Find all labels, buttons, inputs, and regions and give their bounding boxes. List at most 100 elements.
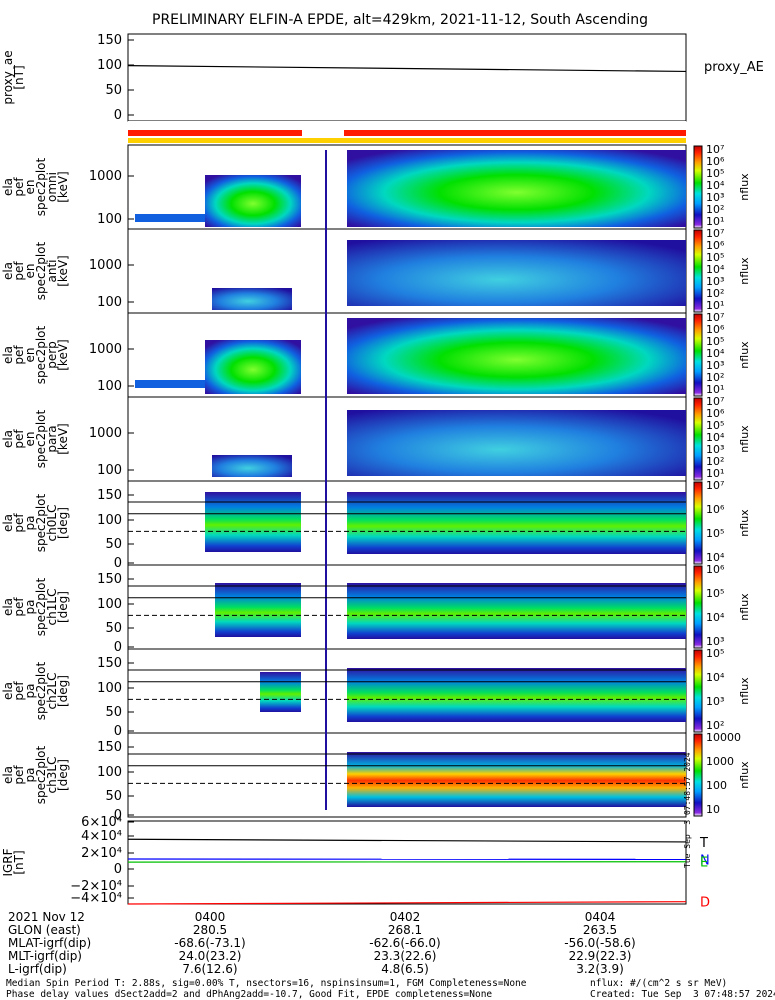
spec-omni-right xyxy=(347,150,686,227)
ylabel-pef_spec2plot_para: pef xyxy=(12,429,26,449)
colorbar-tick-pef_pa_ch0LC: 10⁶ xyxy=(706,503,725,516)
ylabel-igrf: [nT] xyxy=(12,850,26,874)
axis-row-value: 263.5 xyxy=(582,923,618,937)
colorbar-tick-pef_spec2plot_para: 10⁶ xyxy=(706,407,725,420)
spec-omni-left xyxy=(205,175,301,227)
footer-units: nflux: #/(cm^2 s sr MeV) xyxy=(590,978,728,989)
series-line-proxy_ae-0 xyxy=(127,65,687,73)
colorbar-label-pef_spec2plot_perp: nflux xyxy=(738,341,751,369)
colorbar-pef_spec2plot_omni xyxy=(693,145,703,229)
ylabel-pef_pa_ch1LC: [deg] xyxy=(56,591,70,623)
ylabel-pef_spec2plot_omni: pef xyxy=(12,177,26,197)
spec-ch2-left xyxy=(260,672,301,712)
ylabel-pef_pa_ch1LC: pa xyxy=(23,600,37,615)
ylabel-pef_pa_ch1LC: spec2plot xyxy=(34,577,48,636)
ytick-label-igrf: 6×10⁴ xyxy=(81,815,122,830)
ylabel-pef_pa_ch0LC: spec2plot xyxy=(34,493,48,552)
ytick-label-proxy_ae: 150 xyxy=(97,33,122,48)
ylabel-pef_pa_ch0LC: ch0LC xyxy=(45,505,59,542)
coverage-yellow-bar xyxy=(128,138,686,143)
ytick-label-pef_pa_ch3LC: 150 xyxy=(97,740,122,755)
ytick-label-igrf: 0 xyxy=(114,862,122,877)
ytick-label-pef_spec2plot_anti: 1000 xyxy=(89,258,122,273)
ylabel-pef_pa_ch2LC: ch2LC xyxy=(45,673,59,710)
ytick-label-igrf: −2×10⁴ xyxy=(70,879,122,894)
axis-row-value: 0402 xyxy=(389,910,421,924)
colorbar-tick-pef_spec2plot_perp: 10⁴ xyxy=(706,347,725,360)
axis-row-value: 7.6(12.6) xyxy=(182,962,238,976)
ylabel-pef_spec2plot_anti: ela xyxy=(1,262,15,280)
coverage-blue-row xyxy=(128,121,686,126)
axis-row-value: 4.8(6.5) xyxy=(381,962,429,976)
proxy-ae-legend: proxy_AE xyxy=(704,60,764,75)
ylabel-pef_spec2plot_perp: spec2plot xyxy=(34,325,48,384)
ylabel-pef_spec2plot_omni: en xyxy=(23,180,37,195)
ytick-label-proxy_ae: 0 xyxy=(114,108,122,123)
coverage-bars xyxy=(128,121,686,143)
spec-anti-left xyxy=(212,288,292,310)
colorbar-tick-pef_spec2plot_perp: 10¹ xyxy=(706,383,724,396)
colorbar-label-pef_spec2plot_anti: nflux xyxy=(738,257,751,285)
ylabel-pef_spec2plot_perp: en xyxy=(23,348,37,363)
colorbar-tick-pef_pa_ch2LC: 10⁵ xyxy=(706,647,724,660)
ytick-label-pef_spec2plot_omni: 1000 xyxy=(89,169,122,184)
colorbar-tick-pef_spec2plot_para: 10³ xyxy=(706,443,724,456)
panel-frame-igrf xyxy=(127,820,687,905)
colorbar-tick-pef_spec2plot_omni: 10⁶ xyxy=(706,155,725,168)
chart-title: PRELIMINARY ELFIN-A EPDE, alt=429km, 202… xyxy=(152,12,648,28)
colorbar-tick-pef_spec2plot_perp: 10⁶ xyxy=(706,323,725,336)
footer-line-2: Phase delay values dSect2add=2 and dPhAn… xyxy=(6,989,493,1000)
ylabel-pef_pa_ch0LC: pa xyxy=(23,516,37,531)
spec-perp-left xyxy=(205,340,301,394)
colorbar-label-pef_pa_ch1LC: nflux xyxy=(738,593,751,621)
colorbar-pef_spec2plot_perp xyxy=(693,313,703,397)
colorbar-tick-pef_spec2plot_perp: 10⁷ xyxy=(706,311,724,324)
ytick-label-pef_pa_ch1LC: 50 xyxy=(105,621,122,636)
spectrogram-fills xyxy=(135,150,686,810)
spec-ch2-right xyxy=(347,668,686,722)
ylabel-pef_pa_ch3LC: pa xyxy=(23,768,37,783)
ylabel-pef_pa_ch2LC: pef xyxy=(12,681,26,701)
colorbar-tick-pef_spec2plot_omni: 10⁵ xyxy=(706,167,724,180)
axis-row-value: 24.0(23.2) xyxy=(178,949,242,963)
ytick-label-proxy_ae: 50 xyxy=(105,83,122,98)
colorbar-tick-pef_spec2plot_anti: 10¹ xyxy=(706,299,724,312)
spec-ch1-right xyxy=(347,583,686,639)
colorbar-tick-pef_pa_ch2LC: 10² xyxy=(706,719,724,732)
ylabel-pef_spec2plot_para: en xyxy=(23,432,37,447)
ylabel-igrf: IGRF xyxy=(1,848,15,876)
ytick-label-pef_spec2plot_para: 1000 xyxy=(89,426,122,441)
ylabel-pef_pa_ch2LC: [deg] xyxy=(56,675,70,707)
axis-row-label: MLT-igrf(dip) xyxy=(8,949,82,963)
spec-perp-left-low xyxy=(135,380,205,388)
axis-row-value: 0400 xyxy=(194,910,226,924)
ylabel-pef_spec2plot_anti: pef xyxy=(12,261,26,281)
series-label-D: D xyxy=(700,896,710,911)
spec-perp-right xyxy=(347,318,686,394)
ylabel-pef_pa_ch3LC: spec2plot xyxy=(34,745,48,804)
side-stamp: Tue Sep 3 07:48:57 2024 xyxy=(683,752,692,868)
ylabel-pef_spec2plot_para: spec2plot xyxy=(34,409,48,468)
colorbar-label-pef_spec2plot_para: nflux xyxy=(738,425,751,453)
colorbar-tick-pef_spec2plot_para: 10⁴ xyxy=(706,431,725,444)
axis-row-value: 268.1 xyxy=(387,923,423,937)
ylabel-pef_spec2plot_omni: spec2plot xyxy=(34,157,48,216)
ylabel-pef_pa_ch1LC: ela xyxy=(1,598,15,616)
ytick-label-pef_pa_ch2LC: 150 xyxy=(97,656,122,671)
colorbar-tick-pef_spec2plot_para: 10⁵ xyxy=(706,419,724,432)
colorbar-pef_pa_ch2LC xyxy=(693,649,703,733)
ytick-label-pef_spec2plot_omni: 100 xyxy=(97,212,122,227)
colorbar-tick-pef_spec2plot_omni: 10¹ xyxy=(706,215,724,228)
panel-frame-proxy_ae xyxy=(127,33,687,122)
ytick-label-pef_pa_ch0LC: 50 xyxy=(105,537,122,552)
footer-created: Created: Tue Sep 3 07:48:57 2024 xyxy=(590,989,775,1000)
ylabel-pef_pa_ch1LC: ch1LC xyxy=(45,589,59,626)
ylabel-proxy_ae: proxy_ae xyxy=(1,50,15,104)
ytick-label-pef_pa_ch2LC: 100 xyxy=(97,681,122,696)
ytick-label-igrf: −4×10⁴ xyxy=(70,891,122,906)
ylabel-pef_spec2plot_anti: [keV] xyxy=(56,255,70,286)
axis-row-value: 3.2(3.9) xyxy=(576,962,624,976)
colorbar-label-pef_pa_ch2LC: nflux xyxy=(738,677,751,705)
spec-anti-right xyxy=(347,240,686,306)
